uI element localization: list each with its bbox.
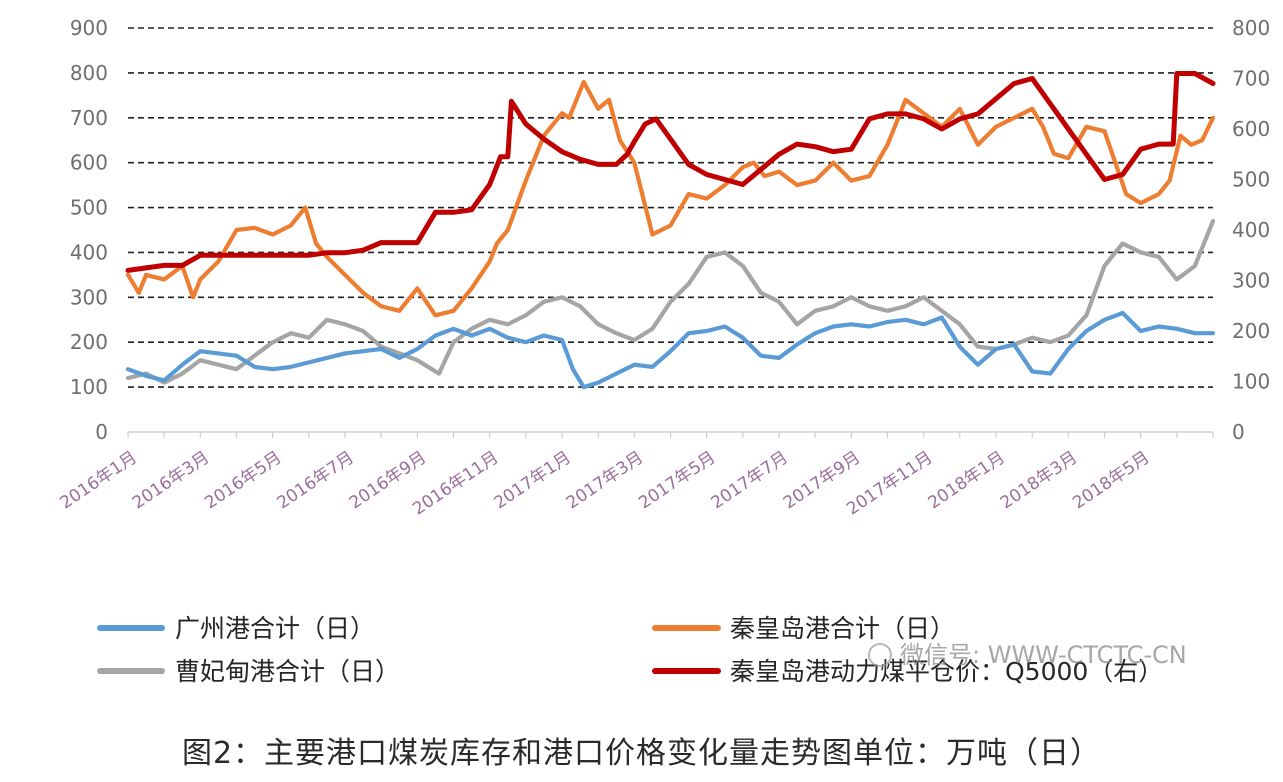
right-tick-label: 400 bbox=[1232, 218, 1270, 242]
wechat-icon bbox=[868, 643, 892, 667]
legend-label-qinhuangdao: 秦皇岛港合计（日） bbox=[730, 614, 955, 643]
x-tick-label: 2016年1月 bbox=[57, 448, 141, 514]
watermark: 微信号: WWW-CTCTC-CN bbox=[868, 641, 1187, 669]
legend-label-caofeidian: 曹妃甸港合计（日） bbox=[175, 657, 400, 686]
right-tick-label: 100 bbox=[1232, 370, 1270, 394]
legend: 广州港合计（日） 秦皇岛港合计（日） 曹妃甸港合计（日） 秦皇岛港动力煤平仓价：… bbox=[97, 614, 1163, 686]
x-tick-label: 2016年3月 bbox=[129, 448, 213, 514]
watermark-text: 微信号: WWW-CTCTC-CN bbox=[900, 641, 1187, 669]
left-tick-label: 400 bbox=[70, 240, 108, 264]
left-tick-label: 500 bbox=[70, 196, 108, 220]
x-tick-label: 2017年5月 bbox=[635, 448, 719, 514]
right-tick-label: 300 bbox=[1232, 269, 1270, 293]
left-tick-label: 300 bbox=[70, 285, 108, 309]
left-tick-label: 600 bbox=[70, 151, 108, 175]
left-tick-label: 100 bbox=[70, 375, 108, 399]
series-lines bbox=[125, 71, 1216, 390]
figure-caption: 图2：主要港口煤炭库存和港口价格变化量走势图单位：万吨（日） bbox=[181, 736, 1102, 771]
right-tick-label: 500 bbox=[1232, 168, 1270, 192]
series-guangzhou bbox=[125, 310, 1216, 390]
left-tick-label: 800 bbox=[70, 61, 108, 85]
gridlines bbox=[128, 27, 1213, 388]
x-tick-label: 2018年1月 bbox=[925, 448, 1009, 514]
right-tick-label: 0 bbox=[1232, 420, 1245, 444]
legend-label-price: 秦皇岛港动力煤平仓价：Q5000（右） bbox=[730, 657, 1163, 686]
left-tick-label: 700 bbox=[70, 106, 108, 130]
x-axis: 2016年1月2016年3月2016年5月2016年7月2016年9月2016年… bbox=[57, 431, 1214, 519]
right-tick-label: 600 bbox=[1232, 117, 1270, 141]
right-tick-label: 800 bbox=[1232, 16, 1270, 40]
x-tick-label: 2018年3月 bbox=[997, 448, 1081, 514]
x-tick-label: 2016年5月 bbox=[201, 448, 285, 514]
left-tick-label: 200 bbox=[70, 330, 108, 354]
right-tick-label: 200 bbox=[1232, 319, 1270, 343]
right-y-axis: 0 100 200 300 400 500 600 700 800 bbox=[1232, 16, 1270, 444]
left-tick-label: 0 bbox=[95, 420, 108, 444]
x-tick-label: 2017年7月 bbox=[708, 448, 792, 514]
x-tick-label: 2018年5月 bbox=[1069, 448, 1153, 514]
right-tick-label: 700 bbox=[1232, 67, 1270, 91]
series-price bbox=[125, 71, 1216, 273]
x-tick-label: 2016年7月 bbox=[274, 448, 358, 514]
series-qinhuangdao bbox=[125, 79, 1216, 318]
series-caofeidian bbox=[125, 218, 1216, 385]
left-y-axis: 0 100 200 300 400 500 600 700 800 900 bbox=[70, 16, 108, 444]
x-tick-label: 2017年1月 bbox=[491, 448, 575, 514]
left-tick-label: 900 bbox=[70, 16, 108, 40]
legend-label-guangzhou: 广州港合计（日） bbox=[175, 614, 375, 643]
x-tick-label: 2017年3月 bbox=[563, 448, 647, 514]
